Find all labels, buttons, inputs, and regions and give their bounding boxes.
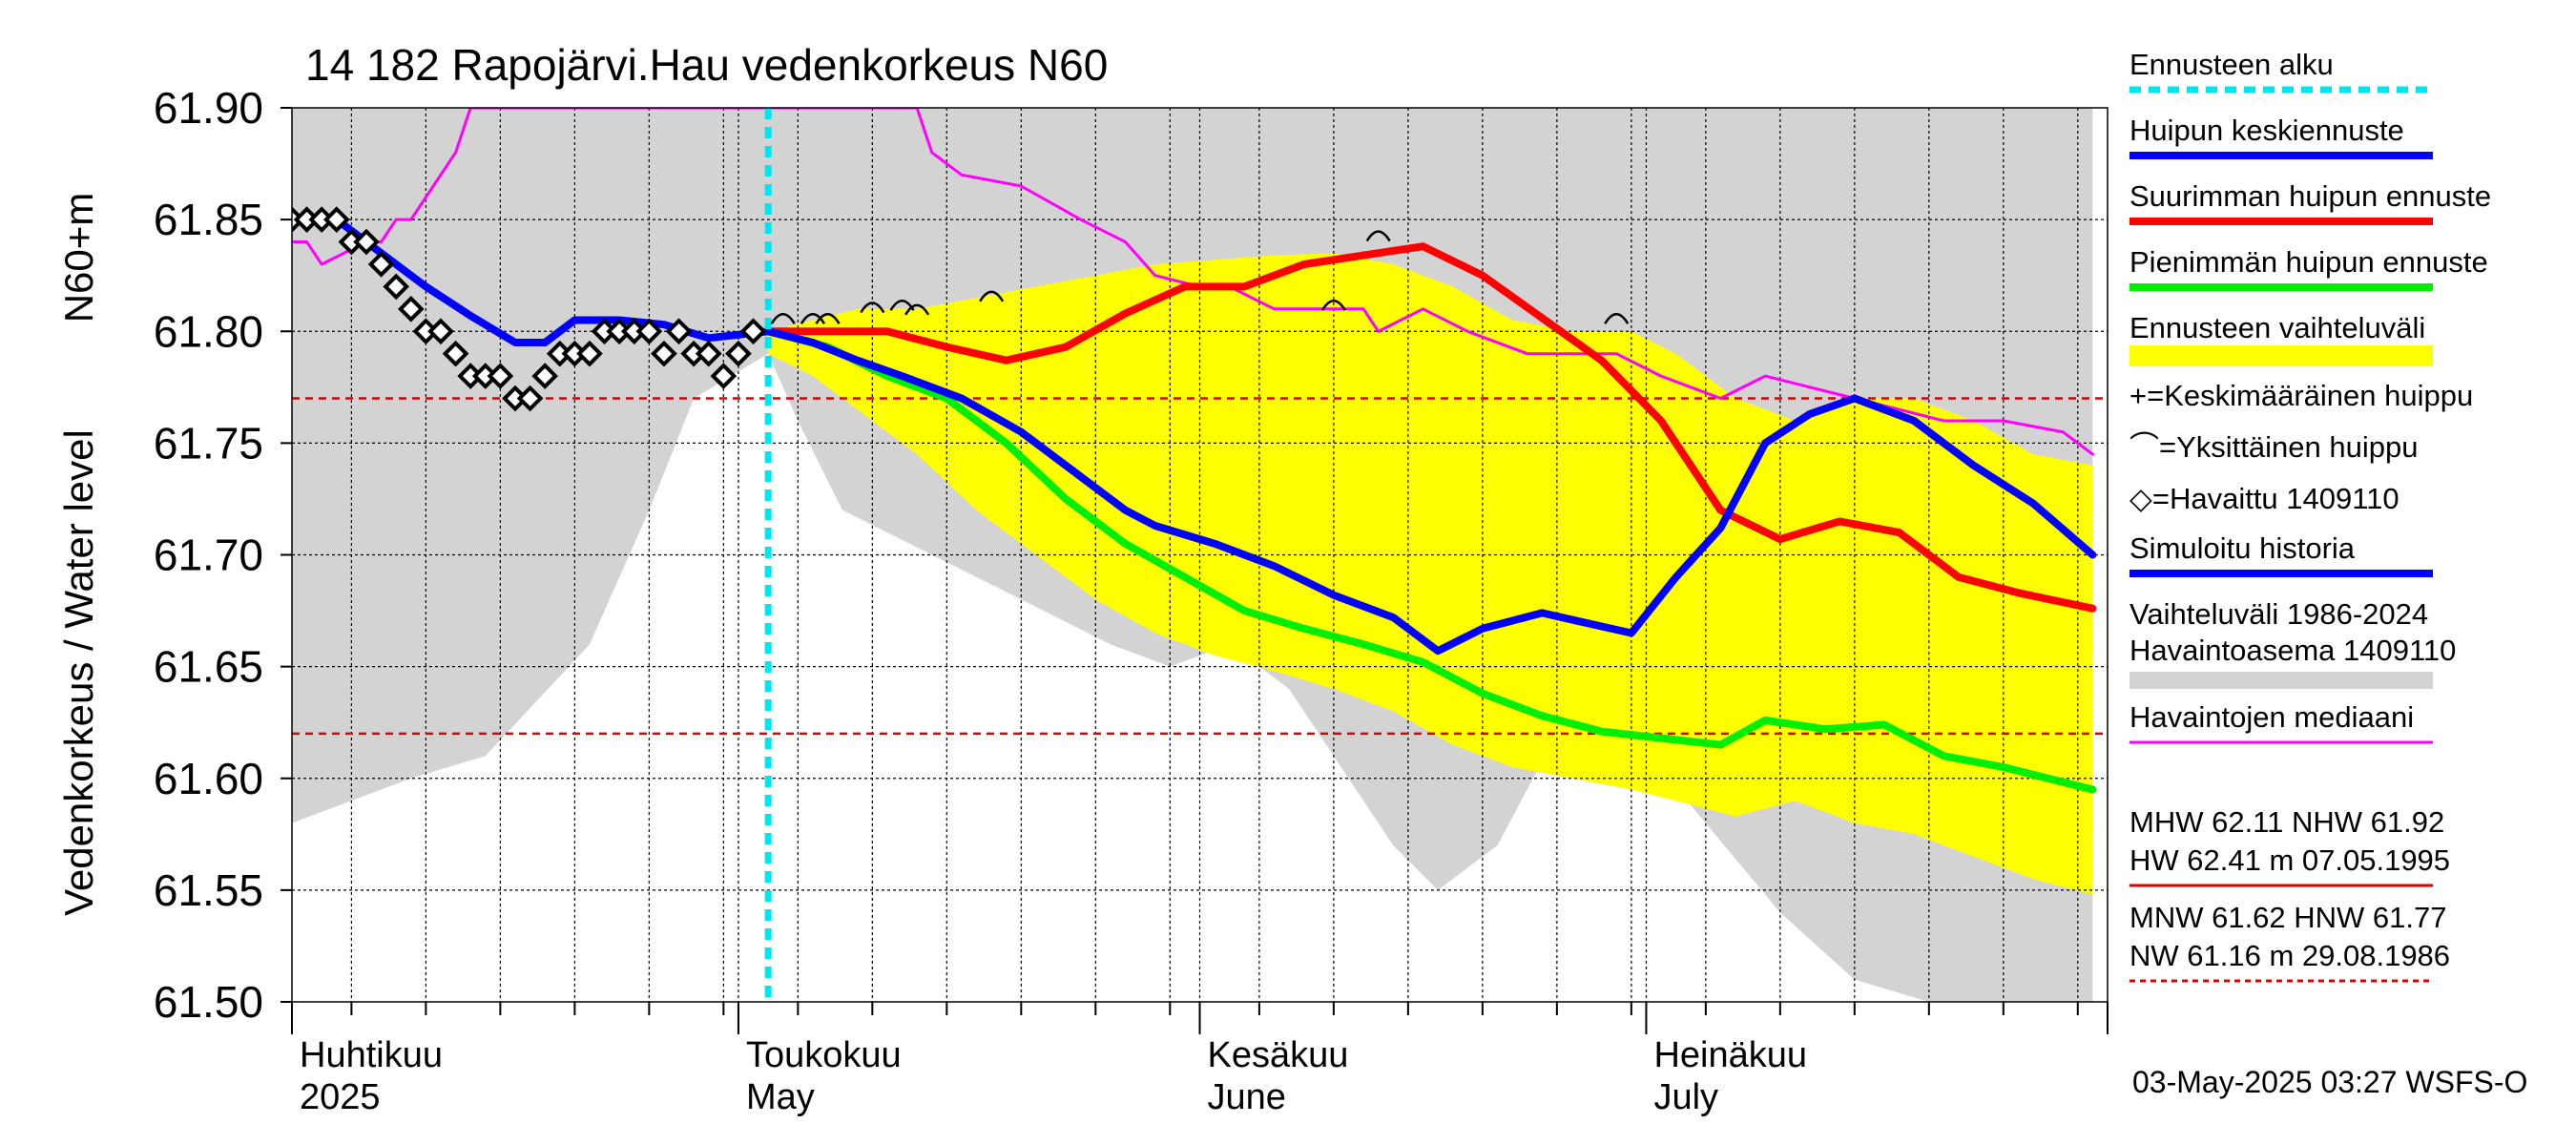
legend-label: Havaintojen mediaani: [2129, 700, 2414, 734]
legend: Ennusteen alku Huipun keskiennuste Suurimm…: [2129, 48, 2491, 744]
observed-point: [695, 340, 722, 367]
x-month-label: Huhtikuu: [300, 1035, 443, 1075]
x-month-label: Kesäkuu: [1208, 1035, 1349, 1075]
observed-point: [651, 340, 677, 367]
stat-line: MHW 62.11 NHW 61.92: [2129, 805, 2444, 839]
individual-peak-marker: [904, 303, 930, 316]
series-line-suurimman-huipun-ennuste: [764, 242, 2097, 613]
y-tick-label: 61.80: [154, 306, 263, 356]
chart-title: 14 182 Rapojärvi.Hau vedenkorkeus N60: [305, 40, 1108, 90]
x-month-label: Toukokuu: [746, 1035, 902, 1075]
grid-layer: [292, 108, 2108, 1002]
observed-point: [739, 318, 767, 345]
series-line-havaintojen-mediaani: [292, 108, 2094, 456]
individual-peak-marker: [770, 313, 796, 324]
y-tick-label: 61.70: [154, 531, 263, 580]
legend-label: Pienimmän huipun ennuste: [2129, 245, 2488, 279]
y-axis-label: Vedenkorkeus / Water level: [56, 429, 101, 916]
plot-area: [292, 108, 2108, 1002]
stat-line: NW 61.16 m 29.08.1986: [2129, 939, 2450, 972]
legend-label: Havaintoasema 1409110: [2129, 634, 2456, 667]
y-tick-label: 61.75: [154, 418, 263, 468]
legend-label: Huipun keskiennuste: [2129, 114, 2404, 147]
legend-swatch-band: [2129, 672, 2433, 689]
observed-point: [665, 318, 693, 345]
legend-label: Vaihteluväli 1986-2024: [2129, 597, 2428, 631]
observed-point: [442, 340, 469, 367]
legend-label: ◇=Havaittu 1409110: [2129, 482, 2399, 515]
individual-peak-marker: [1604, 313, 1630, 324]
observed-point: [635, 318, 663, 345]
stat-line: MNW 61.62 HNW 61.77: [2129, 901, 2447, 934]
legend-label: ⌒=Yksittäinen huippu: [2129, 430, 2418, 464]
legend-label: Ennusteen alku: [2129, 48, 2334, 81]
peaks-layer: [292, 206, 1630, 412]
observed-point: [710, 363, 737, 389]
observed-point: [397, 295, 425, 323]
legend-label: Ennusteen vaihteluväli: [2129, 311, 2425, 344]
y-tick-label: 61.50: [154, 977, 263, 1027]
y-tick-label: 61.55: [154, 865, 263, 915]
observed-point: [322, 206, 350, 233]
observed-point: [487, 363, 514, 389]
statistics-box: MHW 62.11 NHW 61.92 HW 62.41 m 07.05.1995…: [2129, 805, 2450, 983]
x-month-sublabel: June: [1208, 1077, 1286, 1117]
x-month-sublabel: 2025: [300, 1077, 381, 1117]
series-line-pienimm-n-huipun-ennuste: [764, 327, 2097, 794]
axes-layer: 61.50 61.55 61.60 61.65 61.70 61.75 61.80 61.85…: [154, 83, 2109, 1117]
observed-point: [427, 318, 454, 345]
individual-peak-marker: [979, 290, 1005, 302]
legend-label: +=Keskimääräinen huippu: [2129, 379, 2473, 412]
legend-label: Suurimman huipun ennuste: [2129, 179, 2491, 213]
observed-point: [367, 251, 395, 278]
y-tick-label: 61.65: [154, 642, 263, 692]
legend-label: Simuloitu historia: [2129, 531, 2356, 565]
stat-line: HW 62.41 m 07.05.1995: [2129, 843, 2450, 877]
individual-peak-marker: [800, 313, 826, 324]
observed-point: [353, 228, 380, 256]
footer-timestamp: 03-May-2025 03:27 WSFS-O: [2132, 1065, 2527, 1099]
observed-point: [725, 340, 752, 367]
observed-point: [576, 340, 603, 367]
x-month-sublabel: May: [746, 1077, 815, 1117]
observed-point: [516, 385, 544, 412]
y-axis-unit: N60+m: [56, 193, 101, 323]
observed-point: [531, 363, 559, 389]
y-tick-label: 61.90: [154, 83, 263, 133]
y-tick-label: 61.85: [154, 195, 263, 244]
series-line-huipun-keskiennuste: [764, 327, 2097, 656]
individual-peak-marker: [860, 302, 885, 314]
observed-point: [383, 273, 410, 301]
individual-peak-marker: [1365, 230, 1391, 242]
reference-lines-layer: [292, 397, 2108, 736]
individual-peak-marker: [1320, 299, 1346, 311]
y-tick-label: 61.60: [154, 754, 263, 803]
legend-swatch-band: [2129, 345, 2433, 366]
x-month-label: Heinäkuu: [1653, 1035, 1807, 1075]
individual-peak-marker: [815, 313, 841, 324]
x-month-sublabel: July: [1653, 1077, 1718, 1117]
